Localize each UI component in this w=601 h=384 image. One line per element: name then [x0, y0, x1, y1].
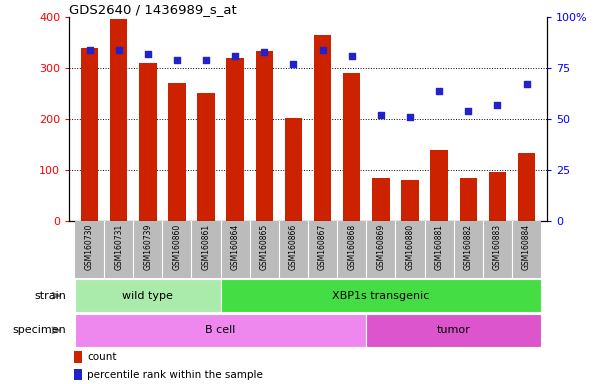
Text: strain: strain	[34, 291, 66, 301]
Point	[288, 61, 298, 67]
Bar	[401, 180, 419, 221]
Text: GSM160865: GSM160865	[260, 223, 269, 270]
Bar	[74, 351, 82, 363]
Text: count: count	[87, 352, 117, 362]
Bar	[110, 19, 127, 221]
Bar	[75, 279, 221, 312]
Text: wild type: wild type	[123, 291, 173, 301]
Text: GSM160881: GSM160881	[435, 223, 444, 270]
Text: GSM160869: GSM160869	[376, 223, 385, 270]
Text: GSM160884: GSM160884	[522, 223, 531, 270]
Text: GSM160880: GSM160880	[406, 223, 415, 270]
Text: GSM160883: GSM160883	[493, 223, 502, 270]
Text: GSM160730: GSM160730	[85, 223, 94, 270]
Point	[347, 53, 356, 59]
Text: GDS2640 / 1436989_s_at: GDS2640 / 1436989_s_at	[69, 3, 237, 16]
Text: B cell: B cell	[206, 325, 236, 335]
Text: tumor: tumor	[437, 325, 471, 335]
Point	[405, 114, 415, 120]
Point	[230, 53, 240, 59]
Point	[522, 81, 531, 88]
Bar	[139, 63, 156, 221]
Text: GSM160739: GSM160739	[143, 223, 152, 270]
Point	[143, 51, 153, 57]
Text: XBP1s transgenic: XBP1s transgenic	[332, 291, 430, 301]
Bar	[285, 118, 302, 221]
Bar	[518, 153, 535, 221]
Point	[85, 47, 94, 53]
Bar	[74, 369, 82, 380]
Text: GSM160882: GSM160882	[464, 223, 473, 270]
Bar	[197, 93, 215, 221]
Text: GSM160860: GSM160860	[172, 223, 182, 270]
Point	[114, 47, 123, 53]
Bar	[227, 58, 244, 221]
Bar	[314, 35, 331, 221]
Text: GSM160864: GSM160864	[231, 223, 240, 270]
Text: GSM160861: GSM160861	[201, 223, 210, 270]
Point	[376, 112, 386, 118]
Bar	[366, 314, 541, 347]
Text: specimen: specimen	[13, 325, 66, 335]
Point	[201, 57, 211, 63]
Point	[435, 88, 444, 94]
Point	[172, 57, 182, 63]
Bar	[460, 177, 477, 221]
Point	[493, 102, 502, 108]
Bar	[81, 48, 98, 221]
Point	[260, 49, 269, 55]
Point	[463, 108, 473, 114]
Bar	[372, 177, 389, 221]
Text: GSM160866: GSM160866	[289, 223, 298, 270]
Bar	[343, 73, 361, 221]
Point	[318, 47, 328, 53]
Bar	[430, 150, 448, 221]
Text: GSM160731: GSM160731	[114, 223, 123, 270]
Bar	[75, 314, 366, 347]
Bar	[489, 172, 506, 221]
Text: percentile rank within the sample: percentile rank within the sample	[87, 369, 263, 379]
Bar	[255, 51, 273, 221]
Bar	[221, 279, 541, 312]
Bar	[168, 83, 186, 221]
Text: GSM160868: GSM160868	[347, 223, 356, 270]
Text: GSM160867: GSM160867	[318, 223, 327, 270]
